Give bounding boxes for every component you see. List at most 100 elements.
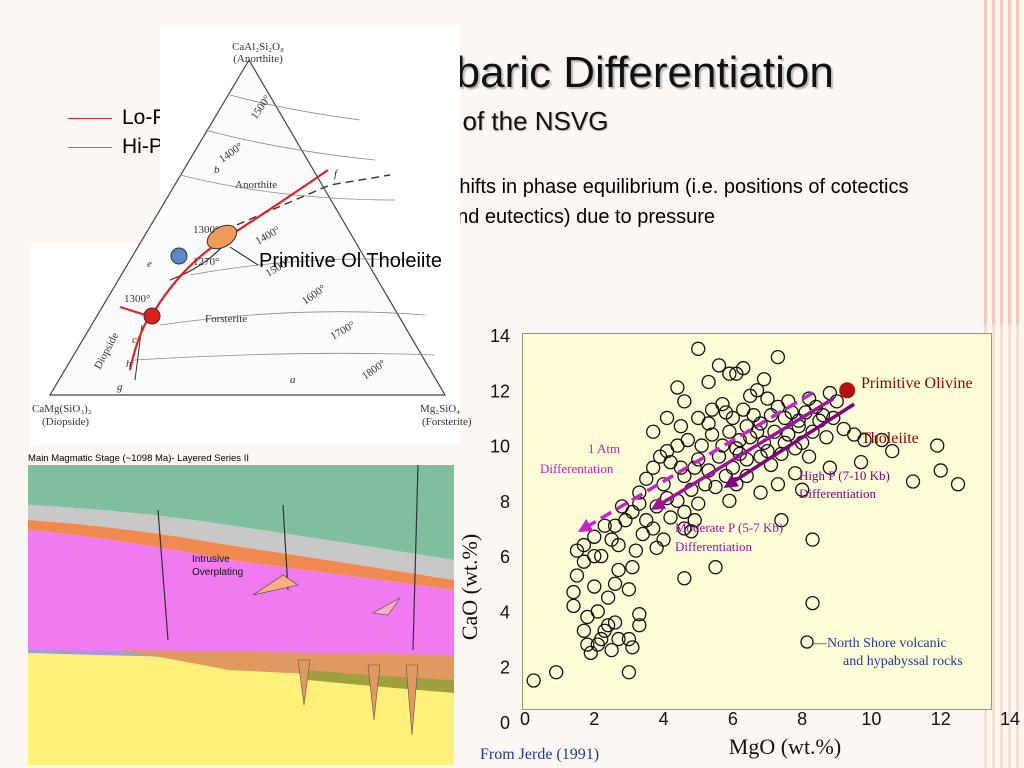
data-point bbox=[729, 366, 744, 381]
data-point bbox=[885, 443, 900, 459]
data-point bbox=[791, 413, 806, 428]
cross-section-root bbox=[367, 664, 381, 721]
apex-right-name: (Forsterite) bbox=[422, 416, 472, 428]
cross-section-layer-olive bbox=[308, 670, 454, 693]
data-point bbox=[526, 673, 541, 688]
differentiation-arrows bbox=[577, 391, 856, 533]
annotation-tholeiite: Tholeiite bbox=[861, 430, 919, 447]
y-tick-label: 4 bbox=[500, 602, 510, 622]
x-tick-label: 4 bbox=[659, 709, 669, 729]
data-point bbox=[704, 427, 720, 442]
y-tick-label: 6 bbox=[500, 547, 510, 567]
isotherm-label: 1270° bbox=[193, 256, 219, 268]
data-point bbox=[673, 419, 689, 434]
data-point bbox=[805, 532, 820, 547]
data-point bbox=[677, 521, 692, 536]
differentiation-arrow bbox=[577, 391, 814, 533]
cross-section-root bbox=[297, 659, 311, 706]
data-point bbox=[691, 341, 706, 356]
data-point bbox=[715, 396, 730, 412]
legend-swatch-hi-p bbox=[68, 146, 112, 148]
legend-label-lo-p: Lo-P bbox=[122, 106, 167, 129]
data-point bbox=[770, 477, 786, 492]
y-tick-label: 14 bbox=[490, 326, 510, 346]
data-point bbox=[857, 432, 872, 448]
y-axis-label: CaO (wt.%) bbox=[457, 534, 482, 640]
point-letter-a: a bbox=[290, 374, 296, 386]
data-point bbox=[756, 372, 772, 387]
data-point bbox=[621, 631, 637, 647]
point-letter-h: h bbox=[126, 358, 132, 370]
data-point bbox=[607, 615, 623, 630]
annotation-1-atm: 1 Atm bbox=[588, 441, 620, 456]
data-point bbox=[590, 604, 605, 619]
apex-left-formula: CaMg(SiO₃)₂ bbox=[32, 403, 92, 415]
data-point bbox=[670, 380, 685, 395]
data-point bbox=[708, 560, 723, 575]
legend-label-north-shore-line-2: and hypabyssal rocks bbox=[843, 654, 963, 669]
data-point bbox=[715, 438, 730, 453]
legend: Lo-P Hi-P bbox=[68, 105, 166, 160]
data-point bbox=[805, 424, 820, 439]
isotherm-curve bbox=[229, 94, 361, 121]
data-point bbox=[822, 460, 838, 475]
data-point bbox=[774, 513, 789, 528]
annotation-high-p-differentiation: Differentiation bbox=[799, 486, 877, 501]
geological-cross-section bbox=[28, 465, 454, 765]
cross-section-intrusion bbox=[252, 574, 299, 596]
data-point bbox=[805, 595, 820, 611]
apex-top-formula: CaAl₂Si₂O₈ bbox=[232, 41, 284, 53]
data-point bbox=[711, 358, 727, 373]
data-point bbox=[604, 642, 619, 658]
data-point bbox=[722, 366, 737, 381]
data-point bbox=[822, 385, 838, 401]
data-point bbox=[829, 394, 844, 409]
data-point bbox=[853, 455, 869, 470]
data-point bbox=[625, 560, 640, 575]
data-point bbox=[597, 518, 612, 533]
data-point bbox=[604, 532, 619, 547]
data-point bbox=[677, 571, 692, 586]
data-point bbox=[687, 513, 702, 528]
apex-right-formula: Mg₂SiO₄ bbox=[420, 403, 460, 415]
primitive-ol-tholeiite-marker bbox=[206, 224, 238, 250]
x-tick-label: 10 bbox=[861, 709, 881, 729]
data-point bbox=[597, 623, 612, 638]
data-point bbox=[611, 562, 626, 578]
data-point bbox=[729, 441, 744, 456]
legend-item-hi-p: Hi-P bbox=[68, 134, 166, 160]
data-point bbox=[684, 524, 699, 539]
x-tick-label: 8 bbox=[797, 709, 807, 729]
data-point bbox=[801, 449, 817, 464]
decorative-stripes bbox=[984, 0, 1024, 325]
cross-section-layer-magenta bbox=[28, 530, 454, 660]
data-point bbox=[722, 493, 737, 509]
cross-section-layer-orange bbox=[28, 520, 454, 590]
data-point bbox=[746, 408, 761, 423]
data-point bbox=[691, 496, 706, 511]
data-point bbox=[587, 529, 602, 544]
data-point bbox=[905, 474, 921, 489]
data-point bbox=[580, 637, 595, 652]
legend-label-north-shore-line-1: —North Shore volcanic bbox=[812, 636, 947, 651]
x-axis-label: MgO (wt.%) bbox=[729, 734, 841, 759]
annotation-1-atm-differentation: Differentation bbox=[540, 461, 614, 476]
point-letter-b: b bbox=[214, 164, 220, 176]
data-point bbox=[576, 623, 592, 638]
y-tick-label: 10 bbox=[490, 437, 510, 457]
apex-left-name: (Diopside) bbox=[42, 416, 89, 428]
data-point bbox=[794, 482, 810, 497]
x-tick-label: 12 bbox=[931, 709, 951, 729]
data-point bbox=[677, 394, 692, 409]
data-point bbox=[566, 584, 581, 600]
data-point bbox=[701, 374, 716, 390]
data-point bbox=[632, 485, 647, 500]
data-point bbox=[549, 665, 564, 680]
data-point bbox=[587, 579, 602, 594]
cross-section-layer-green bbox=[28, 465, 454, 560]
x-tick-label: 0 bbox=[520, 709, 530, 729]
data-point bbox=[614, 499, 630, 514]
data-point bbox=[663, 510, 678, 525]
data-point bbox=[635, 526, 650, 542]
data-point bbox=[950, 477, 966, 492]
